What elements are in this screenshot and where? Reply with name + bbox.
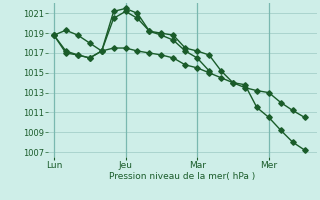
X-axis label: Pression niveau de la mer( hPa ): Pression niveau de la mer( hPa ) (109, 172, 255, 181)
